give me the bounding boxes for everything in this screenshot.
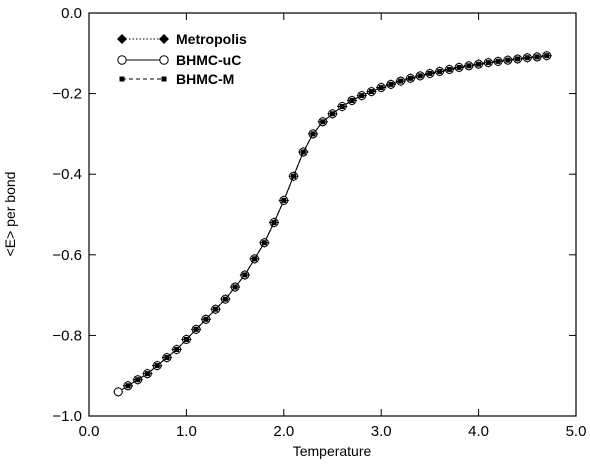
circle-marker-icon [117, 55, 127, 65]
legend-entry-metropolis: Metropolis [117, 31, 247, 47]
x-tick-label: 5.0 [566, 423, 587, 440]
y-tick-label: −0.6 [52, 247, 82, 264]
legend-entry-bhmc-uc: BHMC-uC [117, 52, 241, 68]
legend-label-bhmc-m: BHMC-M [176, 71, 234, 87]
series-bhmc-m [122, 53, 552, 389]
x-tick-label: 0.0 [79, 423, 100, 440]
x-tick-label: 2.0 [273, 423, 294, 440]
y-tick-label: −0.8 [52, 327, 82, 344]
legend-label-bhmc-uc: BHMC-uC [176, 52, 241, 68]
legend-label-metropolis: Metropolis [176, 31, 247, 47]
series-layer [113, 50, 552, 397]
legend-entry-bhmc-m: BHMC-M [119, 71, 234, 87]
data-point-bhmc-uc [113, 387, 123, 397]
square-marker-icon [161, 76, 167, 82]
x-tick-label: 4.0 [468, 423, 489, 440]
circle-marker-icon [159, 55, 169, 65]
square-marker-icon [119, 76, 125, 82]
y-tick-label: −0.4 [52, 166, 82, 183]
ticks-layer: 0.0 1.0 2.0 3.0 4.0 5.0 −1.0 −0.8 −0.6 −0.4 −0.2 0.… [52, 5, 586, 440]
plot-frame [88, 12, 577, 417]
y-tick-label: −0.2 [52, 86, 82, 103]
x-axis-label: Temperature [293, 443, 372, 459]
legend: Metropolis BHMC-uC BHMC-M [117, 31, 247, 87]
x-tick-label: 1.0 [176, 423, 197, 440]
diamond-marker-icon [159, 34, 169, 44]
diamond-marker-icon [117, 34, 127, 44]
y-tick-label: −1.0 [52, 408, 82, 425]
y-axis-label: <E> per bond [2, 172, 18, 257]
y-tick-label: 0.0 [61, 5, 82, 22]
x-tick-label: 3.0 [371, 423, 392, 440]
